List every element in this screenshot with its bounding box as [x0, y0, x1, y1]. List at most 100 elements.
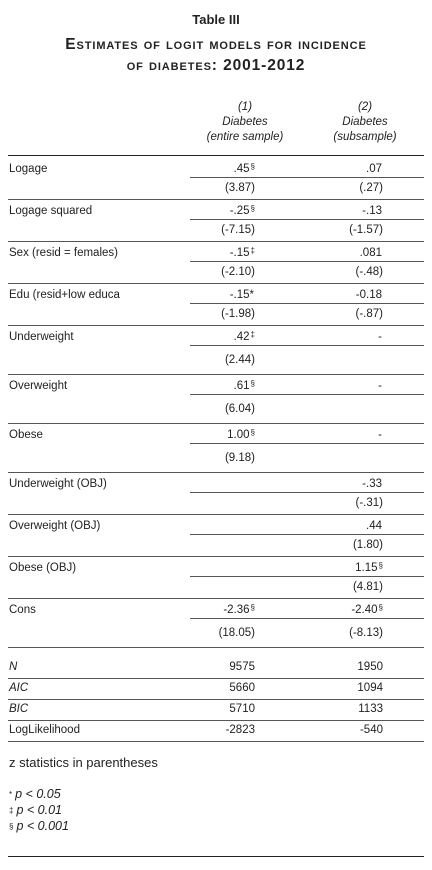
- row-label: Logage: [9, 163, 48, 175]
- zstat-col2: (-8.13): [349, 626, 383, 640]
- coef-col2: -0.18: [356, 288, 383, 302]
- row-separator: [8, 423, 424, 424]
- sig-symbol-3: §: [9, 822, 14, 831]
- coef-col2: .44: [366, 519, 383, 533]
- coef-col1: [254, 477, 255, 491]
- zstat-col1: (3.87): [225, 181, 255, 195]
- row-separator: [8, 647, 424, 648]
- coef-col1: .61§: [234, 379, 255, 393]
- zstat-col1: (9.18): [225, 451, 255, 465]
- stat-value-col1: 5660: [229, 682, 255, 694]
- stat-label: LogLikelihood: [9, 724, 80, 736]
- coef-col1-significance: §: [250, 603, 255, 612]
- coef-col2-text: .07: [366, 163, 382, 175]
- stat-label: AIC: [9, 682, 29, 694]
- row-label: Underweight: [9, 331, 74, 343]
- zstat-col1-text: (9.18): [224, 452, 255, 464]
- title-line-1: Estimates of logit models for incidence: [65, 36, 367, 53]
- zstat-col1-text: (-2.10): [221, 266, 255, 278]
- stat-value-col1: -2823: [225, 724, 255, 736]
- row-separator: [8, 283, 424, 284]
- coef-col2-text: 1.15: [355, 562, 378, 574]
- row-inner-rule: [190, 219, 424, 220]
- row-inner-rule: [190, 345, 424, 346]
- coef-col2: -: [378, 379, 383, 393]
- zstat-col1-text: (-1.98): [221, 308, 255, 320]
- column-1-sample: (entire sample): [206, 131, 284, 143]
- coef-col1-text: -2.36: [223, 604, 250, 616]
- column-1-number: (1): [237, 101, 253, 113]
- zstat-col2-text: (.27): [359, 182, 383, 194]
- row-separator: [8, 472, 424, 473]
- coef-col1: [254, 519, 255, 533]
- row-separator: [8, 556, 424, 557]
- bottom-rule: [8, 856, 424, 857]
- stat-value-col2: 1950: [357, 661, 383, 673]
- sig-text-2: p < 0.01: [16, 803, 62, 817]
- zstat-col1: (-1.98): [221, 307, 255, 321]
- coef-col2-text: -: [378, 429, 382, 441]
- row-separator: [8, 325, 424, 326]
- stat-value-col2: -540: [359, 724, 383, 736]
- coef-col2: 1.15§: [355, 561, 383, 575]
- stat-label: BIC: [9, 703, 29, 715]
- zstat-col2: (4.81): [353, 580, 383, 594]
- row-inner-rule: [190, 303, 424, 304]
- zstat-col2: (-.48): [356, 265, 383, 279]
- zstat-col2-text: (-1.57): [349, 224, 383, 236]
- zstat-col1-text: (2.44): [224, 354, 255, 366]
- coef-col2: -: [378, 330, 383, 344]
- row-inner-rule: [190, 618, 424, 619]
- coef-col2: .081: [360, 246, 383, 260]
- table-title: Estimates of logit models for incidence …: [0, 34, 432, 76]
- row-inner-rule: [190, 443, 424, 444]
- row-separator: [8, 374, 424, 375]
- zstat-col2: (.27): [359, 181, 383, 195]
- column-1-name: Diabetes: [222, 116, 268, 128]
- coef-col1-text: 1.00: [227, 429, 250, 441]
- zstat-col2-text: (-.31): [355, 497, 383, 509]
- coef-col1-text: .42: [233, 331, 250, 343]
- zstat-col1-text: (-7.15): [221, 224, 255, 236]
- column-2-header: (2) Diabetes (subsample): [310, 100, 420, 145]
- coef-col2-text: -: [378, 331, 382, 343]
- zstat-col2: (-1.57): [349, 223, 383, 237]
- stat-separator: [8, 720, 424, 721]
- coef-col2-text: -.33: [362, 478, 382, 490]
- zstat-col1: (2.44): [225, 353, 255, 367]
- coef-col2-text: -.13: [362, 205, 382, 217]
- column-1-header: (1) Diabetes (entire sample): [190, 100, 300, 145]
- coef-col1-significance: ‡: [250, 330, 255, 339]
- zstat-col2-text: (-8.13): [349, 627, 383, 639]
- coef-col2-significance: §: [378, 561, 383, 570]
- coef-col1: -2.36§: [223, 603, 255, 617]
- coef-col1-significance: §: [250, 162, 255, 171]
- row-label: Overweight (OBJ): [9, 520, 101, 532]
- coef-col2: -.13: [362, 204, 383, 218]
- column-2-number: (2): [357, 101, 373, 113]
- zstat-col2-text: (-.48): [355, 266, 383, 278]
- zstat-col1-text: (18.05): [218, 627, 255, 639]
- stat-value-col2: 1133: [358, 703, 383, 715]
- coef-col1: .42‡: [234, 330, 255, 344]
- coef-col1-significance: ‡: [250, 246, 255, 255]
- stat-separator: [8, 699, 424, 700]
- coef-col2-significance: §: [378, 603, 383, 612]
- row-separator: [8, 199, 424, 200]
- zstat-col1: (18.05): [219, 626, 255, 640]
- coef-col1-text: .61: [233, 380, 250, 392]
- coef-col1: [254, 561, 255, 575]
- coef-col1: -.15‡: [230, 246, 255, 260]
- row-label: Logage squared: [9, 205, 93, 217]
- column-2-name: Diabetes: [342, 116, 388, 128]
- stat-value-col1: 9575: [229, 661, 255, 673]
- coef-col2: -.33: [362, 477, 383, 491]
- row-label: Cons: [9, 604, 36, 616]
- row-inner-rule: [190, 394, 424, 395]
- coef-col2-text: .44: [366, 520, 382, 532]
- row-separator: [8, 598, 424, 599]
- row-label: Obese (OBJ): [9, 562, 77, 574]
- row-inner-rule: [190, 534, 424, 535]
- stat-label: N: [9, 661, 18, 673]
- coef-col2: .07: [366, 162, 383, 176]
